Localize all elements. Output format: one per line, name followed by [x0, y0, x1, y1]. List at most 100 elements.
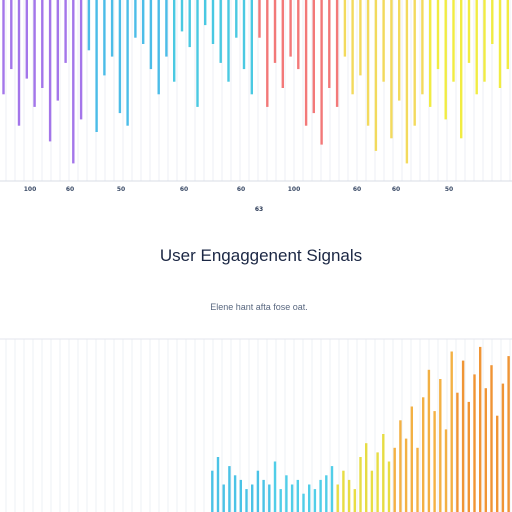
- bottom-bar: [484, 388, 487, 512]
- bottom-bar: [211, 470, 214, 512]
- bottom-bar: [365, 443, 368, 512]
- bottom-bar: [279, 489, 282, 512]
- bottom-bar: [410, 406, 413, 512]
- bottom-bar: [422, 397, 425, 512]
- bottom-bar: [353, 489, 356, 512]
- top-bar: [64, 0, 67, 63]
- tick-label: 60: [66, 186, 74, 193]
- bottom-bar: [359, 457, 362, 512]
- top-bar: [142, 0, 145, 44]
- top-bar: [436, 0, 440, 70]
- top-bar: [483, 0, 486, 82]
- top-bar: [405, 0, 409, 164]
- bottom-bar: [382, 434, 385, 512]
- top-bar: [33, 0, 36, 107]
- top-bar: [398, 0, 401, 101]
- x-tick-labels: 100 60 50 60 60 100 60 60 50: [24, 186, 453, 193]
- top-bar: [41, 0, 44, 88]
- top-bar: [48, 0, 52, 142]
- bottom-bar: [370, 470, 374, 512]
- chart-subtitle: Elene hant afta fose oat.: [210, 302, 308, 312]
- top-bar: [250, 0, 253, 95]
- top-bar: [467, 0, 471, 63]
- top-bar: [289, 0, 292, 57]
- top-bar: [452, 0, 455, 82]
- bottom-bar: [251, 484, 254, 512]
- bottom-bar: [228, 466, 231, 512]
- top-bar: [188, 0, 191, 48]
- bottom-bar: [467, 401, 470, 512]
- top-bar: [328, 0, 331, 88]
- tick-label: 50: [117, 186, 125, 193]
- bottom-bar: [479, 346, 482, 512]
- bottom-gridlines: [5, 339, 511, 512]
- tick-label: 60: [237, 186, 245, 193]
- top-bar: [219, 0, 222, 63]
- bottom-bar: [222, 484, 225, 512]
- top-bar: [359, 0, 362, 76]
- bottom-bar: [473, 374, 476, 512]
- bottom-bar: [245, 489, 248, 512]
- top-bar: [266, 0, 269, 107]
- bottom-bar: [216, 457, 220, 512]
- top-bar: [429, 0, 432, 107]
- tick-label: 100: [288, 186, 301, 193]
- bottom-bar: [501, 383, 505, 512]
- bottom-bar: [290, 484, 294, 512]
- top-bar: [390, 0, 393, 139]
- bottom-bar: [256, 470, 260, 512]
- bottom-bars: [211, 346, 510, 512]
- bottom-bar: [273, 461, 277, 512]
- top-gridlines: [5, 0, 511, 181]
- top-bar: [506, 0, 509, 70]
- bottom-bar: [490, 365, 493, 512]
- bottom-bar: [262, 479, 265, 512]
- bottom-bar: [268, 484, 271, 512]
- bottom-bar: [347, 479, 351, 512]
- bottom-bar: [404, 438, 408, 512]
- center-label: 63: [255, 206, 263, 213]
- top-bar: [134, 0, 137, 38]
- top-bar: [421, 0, 424, 95]
- top-bar: [126, 0, 129, 126]
- bottom-bar: [427, 369, 431, 512]
- top-bar: [320, 0, 323, 145]
- top-bar: [242, 0, 246, 70]
- bottom-bar: [239, 479, 242, 512]
- top-bar: [343, 0, 347, 57]
- tick-label: 60: [180, 186, 188, 193]
- top-bar: [165, 0, 168, 57]
- bottom-bar: [496, 415, 499, 512]
- top-bar: [204, 0, 207, 26]
- top-bars: [2, 0, 509, 164]
- tick-label: 60: [392, 186, 400, 193]
- bottom-bar: [308, 484, 311, 512]
- top-bar: [312, 0, 315, 114]
- top-bar: [196, 0, 199, 107]
- bottom-bar: [456, 392, 459, 512]
- tick-label: 60: [353, 186, 361, 193]
- top-bar: [2, 0, 5, 95]
- top-bar: [103, 0, 106, 76]
- top-bar: [235, 0, 238, 38]
- top-bar: [491, 0, 494, 44]
- top-bar: [366, 0, 370, 126]
- top-bar: [95, 0, 98, 132]
- top-bar: [110, 0, 114, 57]
- bottom-bar: [319, 479, 322, 512]
- top-bar: [374, 0, 378, 151]
- bottom-bar: [313, 489, 317, 512]
- top-bar: [460, 0, 463, 139]
- tick-label: 50: [445, 186, 453, 193]
- bottom-bar: [342, 470, 345, 512]
- bottom-bar: [444, 429, 448, 512]
- top-bar: [444, 0, 447, 120]
- top-bar: [498, 0, 502, 88]
- top-bar: [258, 0, 261, 38]
- top-bar: [211, 0, 215, 44]
- top-bar: [157, 0, 160, 95]
- top-bar: [72, 0, 75, 164]
- bottom-bar: [433, 411, 436, 512]
- top-bar: [180, 0, 184, 32]
